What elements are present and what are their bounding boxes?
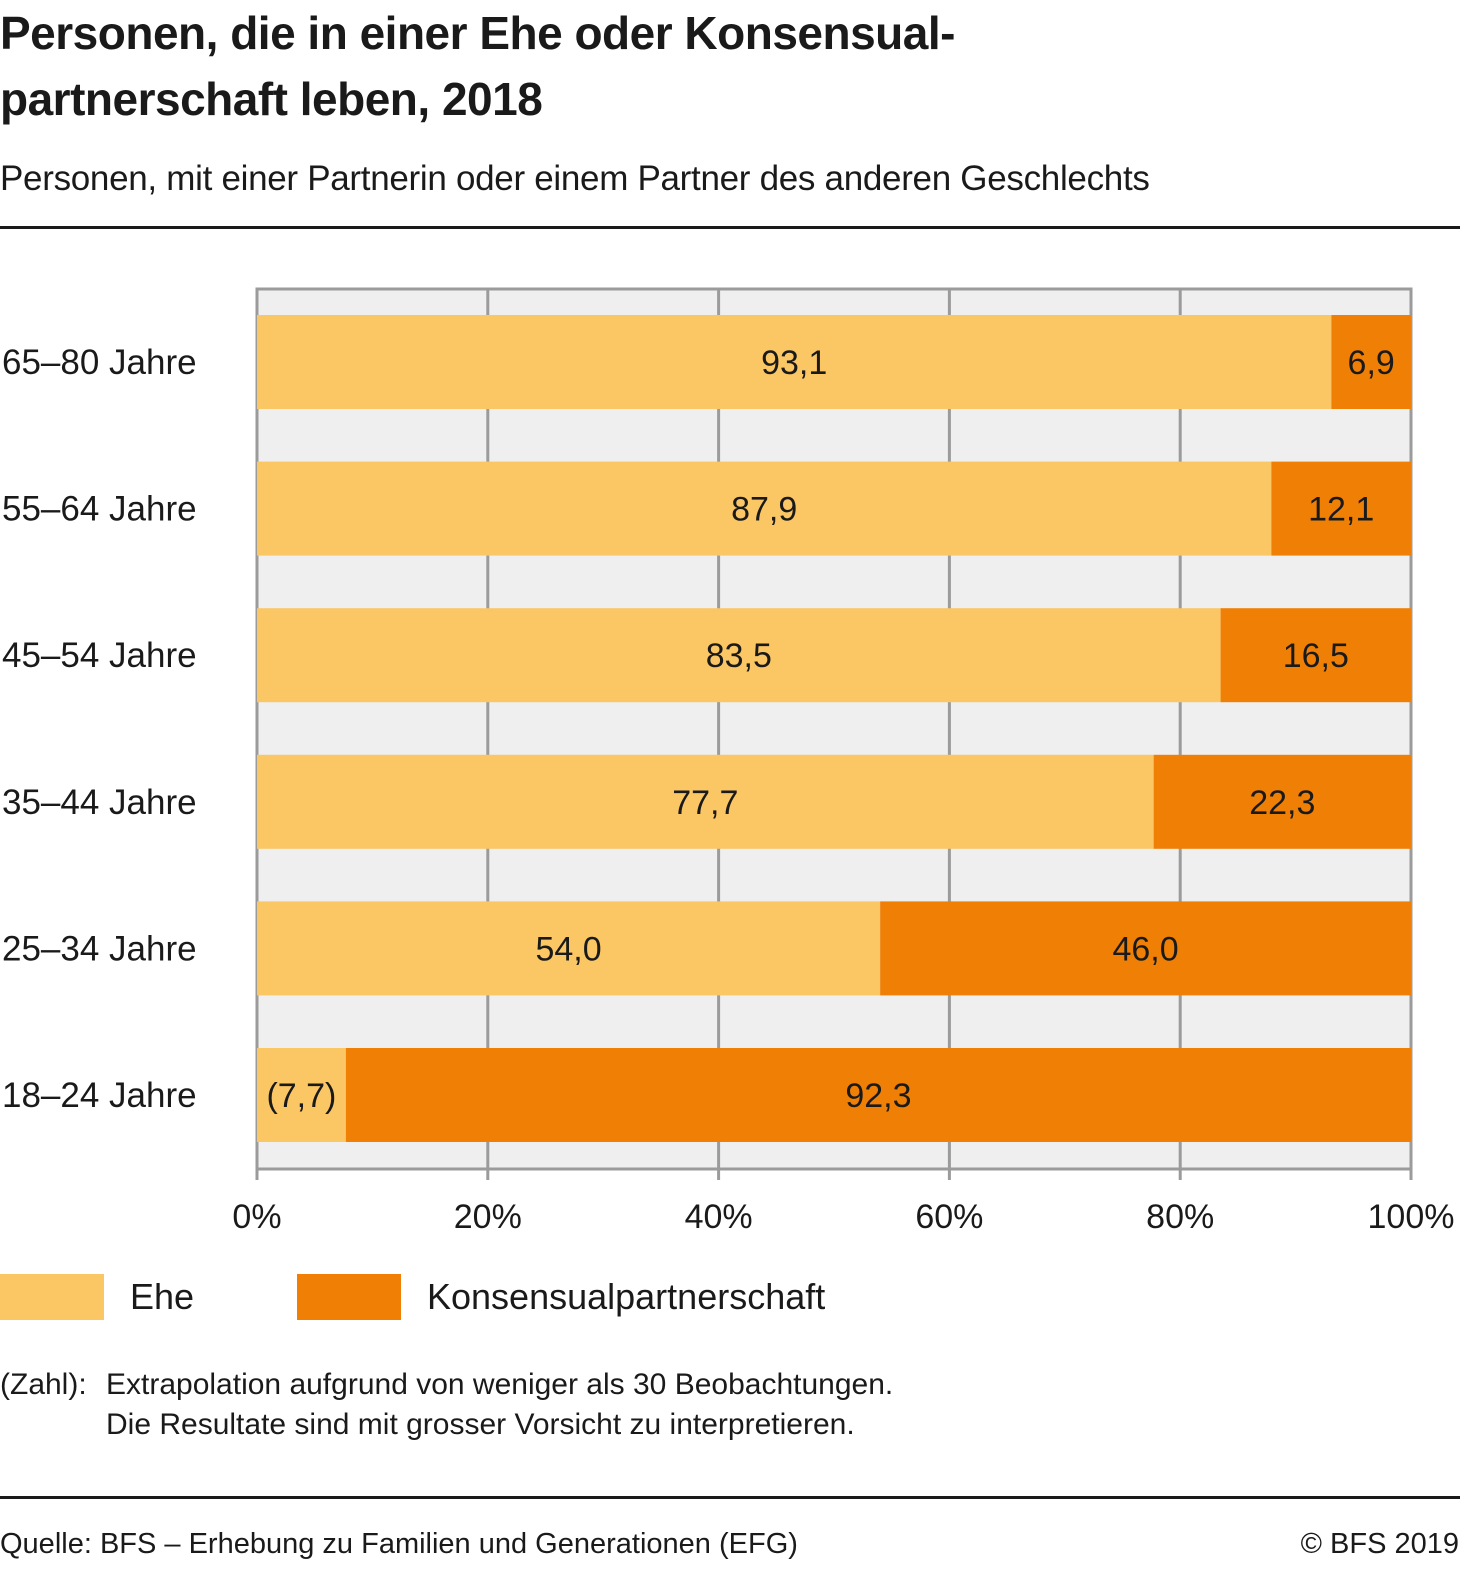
bar-konsensualpartnerschaft xyxy=(1271,461,1411,556)
x-tick-label: 20% xyxy=(454,1198,522,1236)
data-label-ehe: 54,0 xyxy=(535,930,601,968)
chart-title-line-1: Personen, die in einer Ehe oder Konsensu… xyxy=(0,7,955,59)
y-category-label: 55–64 Jahre xyxy=(2,490,197,529)
bar-ehe xyxy=(257,608,1221,703)
data-label-ehe: 83,5 xyxy=(706,637,772,675)
top-divider xyxy=(0,226,1460,229)
bar-konsensualpartnerschaft xyxy=(1220,608,1411,703)
bar-ehe xyxy=(257,901,881,996)
chart-title: Personen, die in einer Ehe oder Konsensu… xyxy=(0,0,1465,132)
legend-swatch-konsensualpartnerschaft xyxy=(297,1274,401,1320)
y-category-label: 35–44 Jahre xyxy=(2,783,197,822)
legend-label-konsensualpartnerschaft: Konsensualpartnerschaft xyxy=(427,1276,826,1317)
data-label-konsensualpartnerschaft: 46,0 xyxy=(1112,930,1178,968)
x-tick-label: 60% xyxy=(915,1198,983,1236)
bottom-divider xyxy=(0,1496,1460,1499)
bar-konsensualpartnerschaft xyxy=(1153,754,1411,849)
y-category-label: 25–34 Jahre xyxy=(2,929,197,968)
copyright-note: © BFS 2019 xyxy=(1300,1528,1459,1560)
x-tick-label: 80% xyxy=(1146,1198,1214,1236)
data-label-konsensualpartnerschaft: 6,9 xyxy=(1348,344,1395,382)
bar-konsensualpartnerschaft xyxy=(880,901,1411,996)
data-label-konsensualpartnerschaft: 12,1 xyxy=(1308,491,1374,529)
legend-swatch-ehe xyxy=(0,1274,104,1320)
source-note: Quelle: BFS – Erhebung zu Familien und G… xyxy=(0,1528,798,1560)
bar-konsensualpartnerschaft xyxy=(345,1048,1411,1142)
data-label-konsensualpartnerschaft: 92,3 xyxy=(845,1077,911,1115)
y-category-label: 45–54 Jahre xyxy=(2,636,197,675)
legend-label-ehe: Ehe xyxy=(130,1276,195,1317)
x-tick-label: 40% xyxy=(685,1198,753,1236)
data-label-ehe: 77,7 xyxy=(672,784,738,822)
footnote-line-2: Die Resultate sind mit grosser Vorsicht … xyxy=(106,1408,855,1441)
bar-ehe xyxy=(257,315,1332,409)
bar-ehe xyxy=(257,1048,346,1142)
chart-subtitle: Personen, mit einer Partnerin oder einem… xyxy=(0,159,1150,198)
y-category-label: 65–80 Jahre xyxy=(2,343,197,382)
data-label-ehe: (7,7) xyxy=(266,1077,336,1115)
bar-chart: 0% 20% 40% 60% 80% 100% 65–80 Jahre 93,1 6,9 55–6… xyxy=(2,287,1455,1236)
x-tick-label: 0% xyxy=(232,1198,281,1236)
y-category-label: 18–24 Jahre xyxy=(2,1076,197,1115)
bar-konsensualpartnerschaft xyxy=(1331,315,1411,409)
footnote-key: (Zahl): xyxy=(0,1368,87,1401)
data-label-konsensualpartnerschaft: 16,5 xyxy=(1283,637,1349,675)
data-label-konsensualpartnerschaft: 22,3 xyxy=(1249,784,1315,822)
bar-ehe xyxy=(257,461,1272,556)
plot-background xyxy=(257,289,1411,1169)
data-label-ehe: 87,9 xyxy=(731,491,797,529)
chart-title-line-2: partnerschaft leben, 2018 xyxy=(0,73,543,125)
data-label-ehe: 93,1 xyxy=(761,344,827,382)
footnote-line-1: Extrapolation aufgrund von weniger als 3… xyxy=(106,1368,894,1401)
bar-ehe xyxy=(257,754,1154,849)
x-tick-label: 100% xyxy=(1368,1198,1455,1236)
